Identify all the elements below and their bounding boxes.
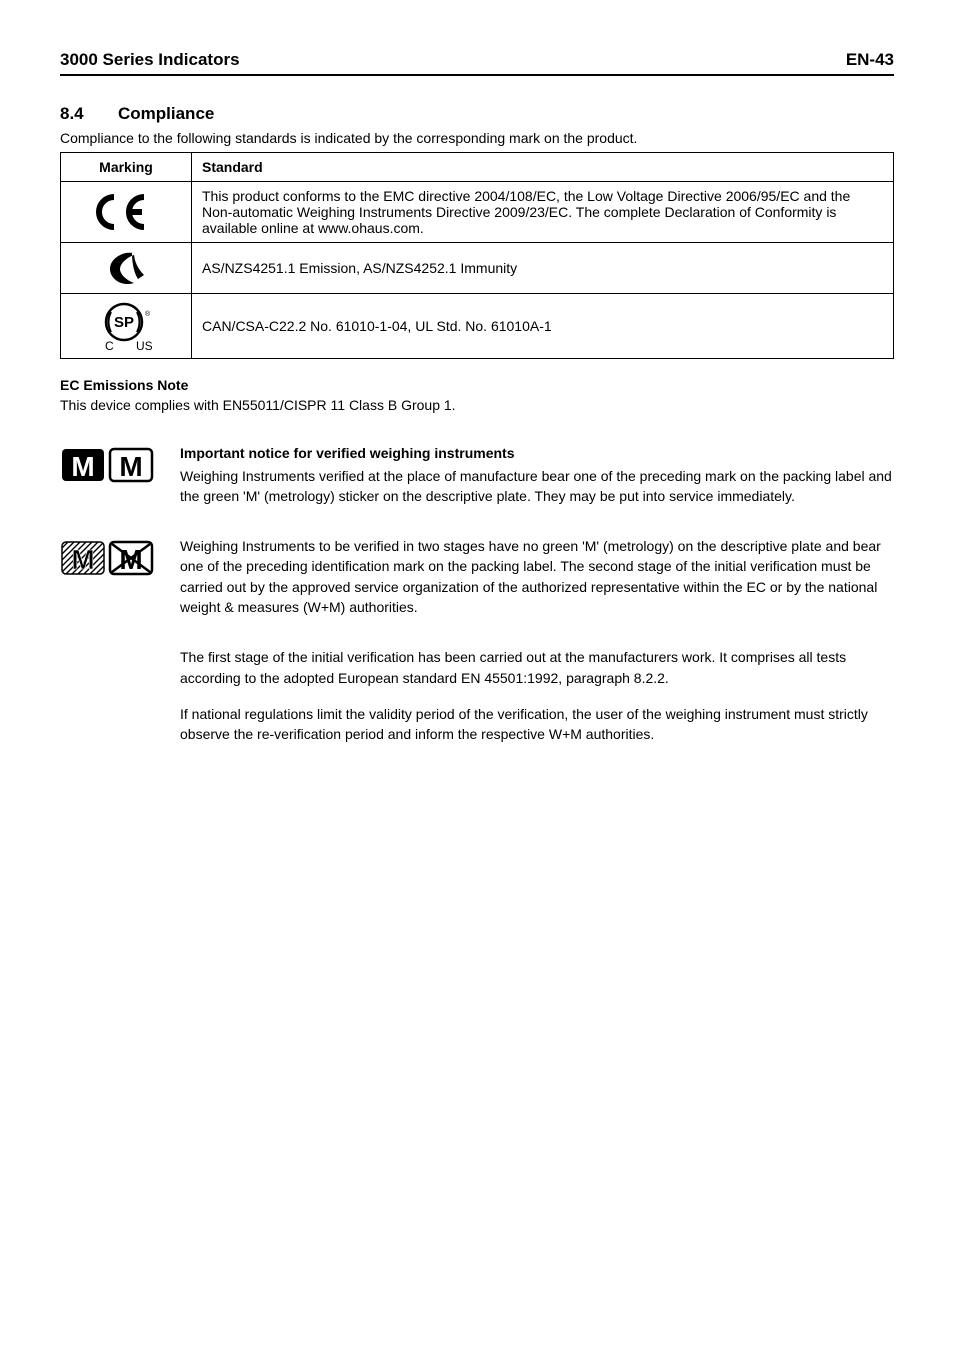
m-hatched-icon: M M [60, 536, 180, 583]
notice-p1: Weighing Instruments verified at the pla… [180, 466, 894, 507]
m-solid-icon: M M [60, 443, 180, 490]
notice-text-2: Weighing Instruments to be verified in t… [180, 536, 894, 633]
notice-p4: If national regulations limit the validi… [180, 704, 894, 745]
notice-p3: The first stage of the initial verificat… [180, 647, 894, 688]
section-heading: 8.4Compliance [60, 104, 894, 124]
section-title: Compliance [118, 104, 214, 123]
section-number: 8.4 [60, 104, 118, 124]
ec-note-heading: EC Emissions Note [60, 377, 894, 393]
table-row: This product conforms to the EMC directi… [61, 182, 894, 243]
svg-text:M: M [71, 451, 94, 482]
svg-text:M: M [119, 451, 142, 482]
col-standard: Standard [192, 153, 894, 182]
notice-p2: Weighing Instruments to be verified in t… [180, 536, 894, 617]
ce-mark-icon [61, 182, 192, 243]
ec-note-body: This device complies with EN55011/CISPR … [60, 395, 894, 415]
page-header: 3000 Series Indicators EN-43 [60, 50, 894, 76]
notice-title: Important notice for verified weighing i… [180, 443, 894, 463]
table-row: SP ® C US CAN/CSA-C22.2 No. 61010-1-04, … [61, 294, 894, 359]
svg-text:®: ® [145, 310, 151, 318]
notice-text-1: Important notice for verified weighing i… [180, 443, 894, 522]
table-row: AS/NZS4251.1 Emission, AS/NZS4252.1 Immu… [61, 243, 894, 294]
ctick-mark-icon [61, 243, 192, 294]
notice-indent: The first stage of the initial verificat… [180, 647, 894, 744]
header-page: EN-43 [846, 50, 894, 70]
notice-block: M M Important notice for verified weighi… [60, 443, 894, 744]
notice-row-1: M M Important notice for verified weighi… [60, 443, 894, 522]
table-header-row: Marking Standard [61, 153, 894, 182]
ce-standard-text: This product conforms to the EMC directi… [192, 182, 894, 243]
notice-row-2: M M Weighing Instruments to be verified … [60, 536, 894, 633]
svg-text:M: M [71, 544, 94, 575]
section-intro: Compliance to the following standards is… [60, 130, 894, 146]
svg-text:C: C [105, 339, 114, 352]
csa-mark-icon: SP ® C US [61, 294, 192, 359]
compliance-table: Marking Standard This product conforms t… [60, 152, 894, 359]
csa-standard-text: CAN/CSA-C22.2 No. 61010-1-04, UL Std. No… [192, 294, 894, 359]
col-marking: Marking [61, 153, 192, 182]
ctick-standard-text: AS/NZS4251.1 Emission, AS/NZS4252.1 Immu… [192, 243, 894, 294]
svg-text:US: US [136, 339, 153, 352]
svg-text:SP: SP [114, 314, 134, 331]
header-title: 3000 Series Indicators [60, 50, 240, 70]
